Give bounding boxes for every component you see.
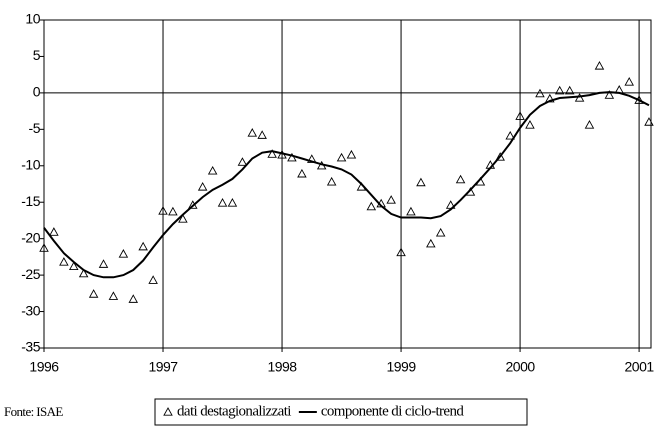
data-point (247, 128, 258, 137)
data-point (49, 227, 59, 236)
data-point (584, 120, 595, 129)
data-point (396, 247, 406, 257)
data-point (138, 241, 148, 251)
data-point (515, 111, 525, 120)
data-point (39, 243, 49, 252)
data-point (455, 174, 466, 184)
data-point (98, 259, 109, 268)
legend-label: dati destagionalizzati (177, 403, 291, 419)
data-point (108, 291, 119, 300)
data-point (406, 206, 416, 216)
data-point (227, 198, 238, 207)
y-tick-label: 0 (33, 84, 41, 100)
y-tick-label: -35 (21, 339, 40, 355)
legend-label: componente di ciclo-trend (321, 403, 465, 419)
trend-line (43, 91, 650, 279)
data-point (207, 165, 218, 175)
x-tick-label: 1997 (148, 359, 178, 375)
data-point (604, 90, 615, 99)
data-point (178, 214, 188, 223)
data-point (336, 152, 347, 162)
data-point (287, 152, 297, 162)
data-point (525, 120, 535, 129)
y-tick-label: -25 (21, 266, 40, 282)
x-tick-label: 2001 (625, 359, 655, 375)
data-point (416, 177, 426, 187)
data-point (59, 257, 69, 266)
y-tick-label: -30 (21, 302, 40, 318)
data-point (505, 130, 515, 140)
data-point (237, 157, 248, 166)
data-point (68, 261, 79, 271)
y-tick-label: 5 (33, 47, 41, 63)
data-point (594, 60, 605, 70)
y-tick-label: 10 (25, 11, 40, 27)
data-point (267, 149, 277, 158)
y-tick-label: -5 (29, 120, 41, 136)
x-tick-label: 1998 (267, 359, 297, 375)
data-point (554, 85, 565, 95)
data-point (435, 227, 446, 237)
x-tick-label: 2000 (506, 359, 536, 375)
data-point (644, 117, 654, 126)
legend-box (154, 398, 528, 426)
y-tick-label: -10 (21, 156, 40, 172)
data-point (495, 152, 505, 161)
data-point (346, 149, 357, 159)
legend-symbol (163, 407, 173, 416)
data-point (158, 206, 168, 215)
x-tick-label: 1999 (386, 359, 416, 375)
data-point (426, 238, 436, 248)
x-tick-label: 1996 (29, 359, 59, 375)
data-point (118, 249, 129, 258)
data-point (386, 195, 396, 204)
data-point (624, 77, 634, 86)
data-point (535, 88, 545, 98)
data-point (217, 198, 228, 207)
y-tick-label: -15 (21, 193, 40, 209)
data-point (366, 201, 377, 211)
data-point (197, 181, 208, 191)
source-note: Fonte: ISAE (4, 404, 63, 419)
data-point (564, 85, 575, 95)
data-point (326, 176, 337, 186)
data-point (168, 206, 178, 216)
data-point (257, 130, 267, 139)
y-tick-label: -20 (21, 229, 40, 245)
data-point (88, 289, 99, 298)
data-point (128, 294, 139, 303)
data-point (148, 275, 158, 284)
data-point (78, 268, 89, 278)
data-point (297, 168, 307, 178)
